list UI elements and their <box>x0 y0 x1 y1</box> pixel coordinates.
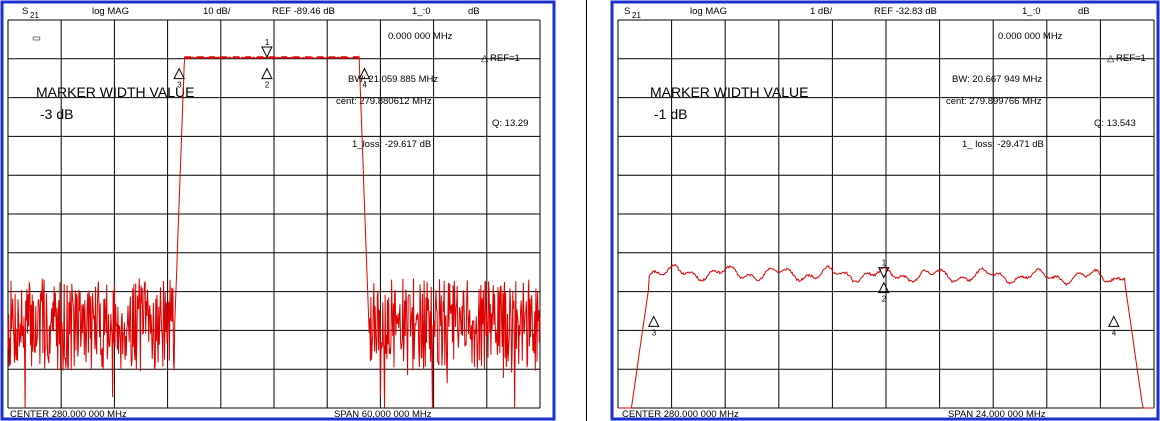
left-marker-4 <box>358 67 371 80</box>
left-ref-marker-glyph: △ <box>481 53 489 64</box>
left-ref-marker: REF=1 <box>490 53 520 64</box>
right-param-sub: 21 <box>632 11 641 20</box>
right-marker-label-3: 3 <box>652 328 657 337</box>
left-param-sub: 21 <box>30 11 39 20</box>
left-ref-value: REF -89.46 dB <box>272 6 335 17</box>
left-bw-label: BW: 21.059 885 MHz <box>348 74 438 85</box>
right-cent-label: cent: 279.899766 MHz <box>946 96 1042 107</box>
left-markers-group: 1 2 3 4 <box>173 38 371 90</box>
left-marker-label-1: 1 <box>265 38 270 47</box>
left-marker-freq: 0.000 000 MHz <box>388 31 453 42</box>
right-vna-display: S 21 log MAG 1 dB/ REF -32.83 dB 1_:0 dB… <box>610 0 1160 421</box>
panel-separator <box>586 0 587 421</box>
right-channel-unit: dB <box>1078 6 1090 17</box>
right-q-label: Q: 13.543 <box>1094 118 1136 129</box>
right-channel-label: 1_:0 <box>1022 6 1041 17</box>
right-annotation-title: MARKER WIDTH VALUE <box>650 84 808 100</box>
right-param-label: S <box>624 6 630 17</box>
left-format-label: log MAG <box>92 6 129 17</box>
left-channel-unit: dB <box>468 6 480 17</box>
left-xlabel-center: CENTER 280.000 000 MHz <box>10 409 127 420</box>
right-ref-marker: REF=1 <box>1116 53 1146 64</box>
left-trace-group <box>7 55 541 409</box>
right-marker-label-2: 2 <box>882 295 887 304</box>
right-chart-svg: S 21 log MAG 1 dB/ REF -32.83 dB 1_:0 dB… <box>610 0 1160 421</box>
left-marker-2 <box>261 67 273 80</box>
right-marker-label-1: 1 <box>882 259 887 268</box>
right-marker-3 <box>647 315 660 327</box>
left-scale-label: 10 dB/ <box>203 6 231 17</box>
right-bw-label: BW: 20.667 949 MHz <box>952 74 1042 85</box>
right-annotation-value: -1 dB <box>654 106 687 122</box>
left-marker-3 <box>173 67 185 80</box>
right-xlabel-center: CENTER 280.000 000 MHz <box>622 409 739 420</box>
left-marker-label-3: 3 <box>177 81 182 90</box>
left-trace-line <box>7 55 541 409</box>
right-scale-label: 1 dB/ <box>810 6 833 17</box>
right-format-label: log MAG <box>690 6 727 17</box>
left-param-label: S <box>22 6 28 17</box>
right-markers-group: 1 2 3 4 <box>647 259 1120 337</box>
right-ref-marker-glyph: △ <box>1107 53 1115 64</box>
right-frame <box>610 0 1160 421</box>
right-xlabel-span: SPAN 24.000 000 MHz <box>948 409 1046 420</box>
left-cent-label: cent: 279.880612 MHz <box>336 96 432 107</box>
left-q-label: Q: 13.29 <box>492 118 528 129</box>
left-vna-display: S 21 log MAG 10 dB/ REF -89.46 dB 1_:0 d… <box>0 0 556 421</box>
right-ref-value: REF -32.83 dB <box>874 6 937 17</box>
left-annotation-title: MARKER WIDTH VALUE <box>36 84 194 100</box>
left-corner-badge-bg <box>30 32 46 42</box>
right-marker-freq: 0.000 000 MHz <box>998 31 1063 42</box>
right-loss-label: 1_ loss: -29.471 dB <box>962 139 1044 150</box>
left-frame <box>0 0 556 421</box>
right-marker-4 <box>1107 315 1120 327</box>
left-marker-label-2: 2 <box>265 81 270 90</box>
left-grid <box>7 19 541 409</box>
left-corner-badge: ▭ <box>32 33 41 44</box>
left-loss-label: 1_loss: -29.617 dB <box>352 139 431 150</box>
right-marker-label-4: 4 <box>1112 328 1117 337</box>
left-xlabel-span: SPAN 60.000 000 MHz <box>334 409 432 420</box>
right-marker-2 <box>877 281 890 294</box>
left-annotation-value: -3 dB <box>40 106 73 122</box>
right-grid <box>617 19 1155 409</box>
left-chart-svg: S 21 log MAG 10 dB/ REF -89.46 dB 1_:0 d… <box>0 0 556 421</box>
left-channel-label: 1_:0 <box>412 6 431 17</box>
left-marker-label-4: 4 <box>362 81 367 90</box>
left-marker-1 <box>261 46 273 59</box>
right-marker-1 <box>877 267 890 279</box>
